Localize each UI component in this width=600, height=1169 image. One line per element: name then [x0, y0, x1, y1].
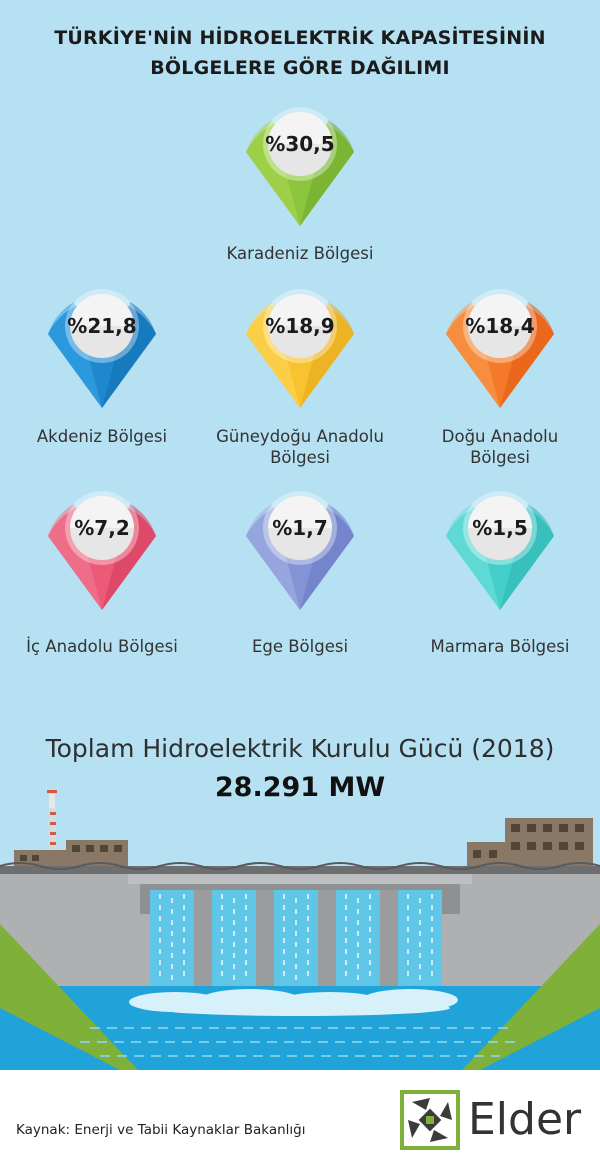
region-name-label: İç Anadolu Bölgesi [2, 636, 202, 657]
pin-marker: %18,9 [238, 282, 362, 412]
region-name-line: Güneydoğu Anadolu [216, 427, 384, 446]
region-name-label: Akdeniz Bölgesi [2, 426, 202, 447]
region-name-line: Bölgesi [270, 448, 330, 467]
region-name-line: Karadeniz Bölgesi [226, 244, 374, 263]
right-building-icon [467, 818, 593, 870]
total-capacity-label: Toplam Hidroelektrik Kurulu Gücü (2018) [45, 734, 555, 763]
pin-value-label: %18,9 [265, 314, 335, 338]
pin-shape [246, 491, 354, 610]
region-name-label: Marmara Bölgesi [400, 636, 600, 657]
elder-logo-icon [400, 1090, 460, 1150]
region-name-label: Karadeniz Bölgesi [200, 243, 400, 264]
total-capacity-value: 28.291 MW [214, 772, 386, 803]
pin-shape [246, 289, 354, 408]
pin-value-label: %30,5 [265, 132, 335, 156]
pin-marker: %21,8 [40, 282, 164, 412]
region-name-line: Akdeniz Bölgesi [36, 427, 168, 446]
region-name-label: Güneydoğu Anadolu Bölgesi [200, 426, 400, 468]
pin-marker: %1,5 [438, 484, 562, 614]
region-name-label: Doğu Anadolu Bölgesi [400, 426, 600, 468]
region-name-label: Ege Bölgesi [200, 636, 400, 657]
pin-shape [48, 289, 156, 408]
pin-marker: %1,7 [238, 484, 362, 614]
pin-value-label: %1,7 [272, 516, 328, 540]
left-factory-icon [14, 790, 128, 870]
pin-value-label: %21,8 [67, 314, 137, 338]
region-name-line: Bölgesi [470, 448, 530, 467]
region-name-line: Marmara Bölgesi [430, 637, 570, 656]
region-name-line: Ege Bölgesi [251, 637, 349, 656]
region-name-line: İç Anadolu Bölgesi [26, 637, 178, 656]
pin-shape [246, 107, 354, 226]
pin-marker: %30,5 [238, 100, 362, 230]
region-name-line: Doğu Anadolu [441, 427, 559, 446]
brand-name: Elder [468, 1094, 582, 1145]
footer: Kaynak: Enerji ve Tabii Kaynaklar Bakanl… [0, 1070, 600, 1169]
pin-shape [446, 289, 554, 408]
pin-value-label: %18,4 [465, 314, 535, 338]
source-note: Kaynak: Enerji ve Tabii Kaynaklar Bakanl… [16, 1122, 306, 1138]
pin-marker: %7,2 [40, 484, 164, 614]
pin-value-label: %1,5 [472, 516, 528, 540]
chart-title-line-2: BÖLGELERE GÖRE DAĞILIMI [150, 57, 450, 79]
dam-illustration [0, 790, 600, 1070]
pin-marker: %18,4 [438, 282, 562, 412]
chart-title-line-1: TÜRKİYE'NİN HİDROELEKTRİK KAPASİTESİNİN [54, 27, 546, 49]
dam-gates [140, 884, 460, 990]
pin-shape [48, 491, 156, 610]
water-foam [129, 989, 458, 1016]
pin-shape [446, 491, 554, 610]
pin-value-label: %7,2 [74, 516, 130, 540]
